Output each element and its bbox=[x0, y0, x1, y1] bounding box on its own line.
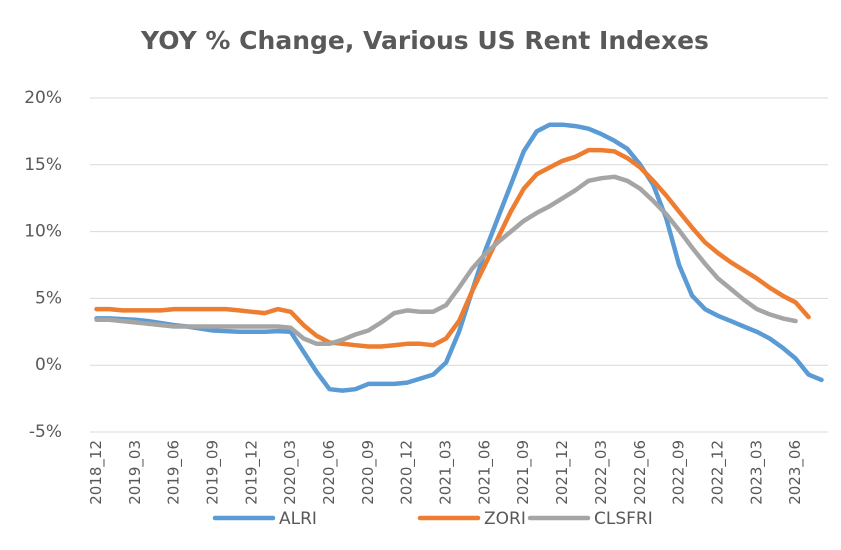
x-tick-label: 2019_12 bbox=[242, 440, 261, 505]
x-tick-label: 2020_03 bbox=[281, 440, 300, 505]
y-tick-label: 0% bbox=[35, 355, 62, 375]
y-tick-label: 20% bbox=[24, 88, 62, 108]
x-tick-label: 2020_12 bbox=[398, 440, 417, 505]
x-tick-label: 2019_06 bbox=[165, 440, 184, 505]
x-tick-label: 2019_09 bbox=[204, 440, 223, 505]
series-line bbox=[94, 147, 811, 349]
x-tick-label: 2018_12 bbox=[87, 440, 106, 505]
y-tick-label: 10% bbox=[24, 222, 62, 242]
x-tick-label: 2022_03 bbox=[592, 440, 611, 505]
x-tick-label: 2023_06 bbox=[786, 440, 805, 505]
legend-label: ALRI bbox=[279, 509, 317, 529]
y-tick-label: 5% bbox=[35, 288, 62, 308]
y-tick-label: 15% bbox=[24, 155, 62, 175]
x-tick-label: 2022_12 bbox=[708, 440, 727, 505]
x-tick-label: 2020_06 bbox=[320, 440, 339, 505]
legend-label: CLSFRI bbox=[594, 509, 653, 529]
legend-label: ZORI bbox=[484, 509, 526, 529]
series-line bbox=[94, 174, 798, 347]
x-tick-label: 2019_03 bbox=[126, 440, 145, 505]
x-tick-label: 2021_03 bbox=[437, 440, 456, 505]
x-tick-label: 2023_03 bbox=[747, 440, 766, 505]
x-tick-label: 2021_06 bbox=[475, 440, 494, 505]
x-tick-label: 2021_09 bbox=[514, 440, 533, 505]
x-tick-label: 2022_09 bbox=[670, 440, 689, 505]
x-tick-label: 2020_09 bbox=[359, 440, 378, 505]
x-tick-label: 2021_12 bbox=[553, 440, 572, 505]
y-tick-label: -5% bbox=[29, 422, 62, 442]
x-tick-label: 2022_06 bbox=[631, 440, 650, 505]
series-line bbox=[94, 122, 824, 393]
chart-title: YOY % Change, Various US Rent Indexes bbox=[140, 26, 709, 55]
